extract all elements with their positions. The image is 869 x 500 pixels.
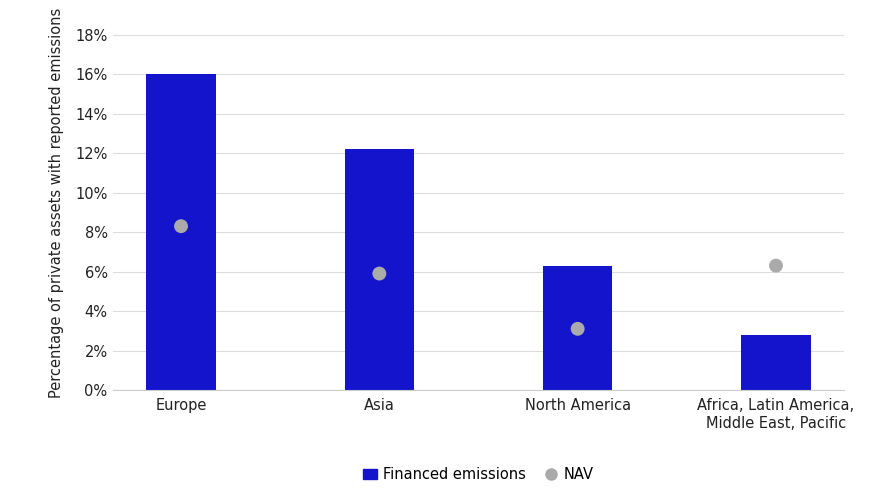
Y-axis label: Percentage of private assets with reported emissions: Percentage of private assets with report… — [49, 8, 64, 398]
Bar — [740, 334, 810, 390]
Bar — [542, 266, 612, 390]
Bar — [344, 149, 414, 390]
Point — [570, 325, 584, 333]
Point — [174, 222, 188, 230]
Legend: Financed emissions, NAV: Financed emissions, NAV — [356, 461, 600, 487]
Point — [768, 262, 782, 270]
Bar — [146, 74, 216, 390]
Point — [372, 270, 386, 278]
